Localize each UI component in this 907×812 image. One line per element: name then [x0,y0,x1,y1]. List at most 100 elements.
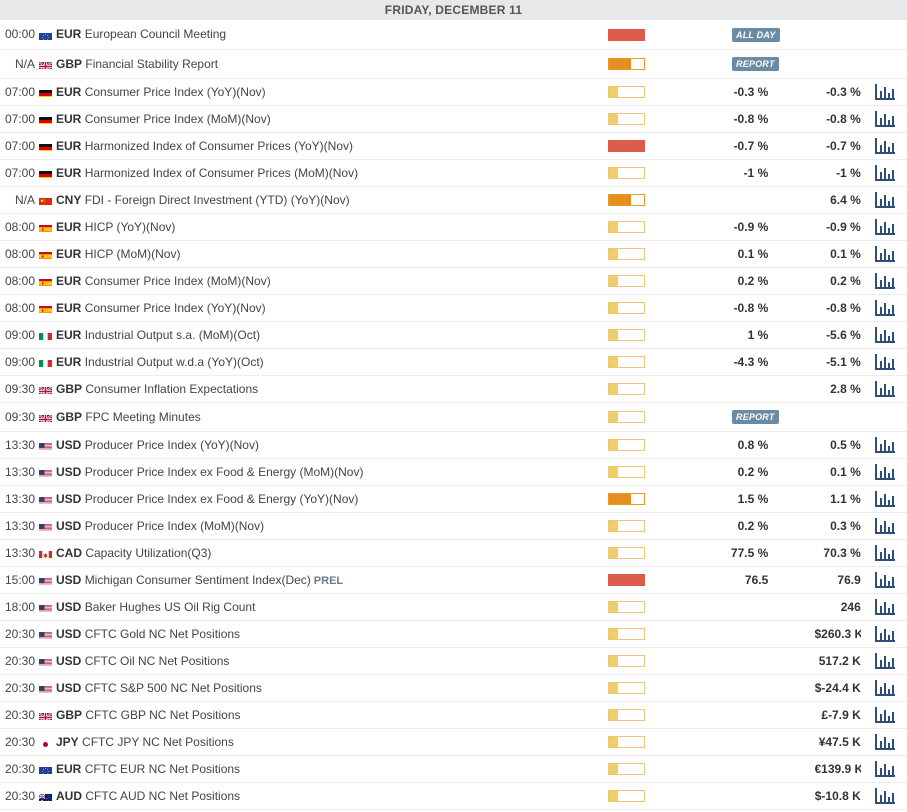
event-name-link[interactable]: HICP (MoM)(Nov) [84,246,181,261]
bar-chart-icon[interactable] [875,787,895,804]
bar-chart-icon[interactable] [875,110,895,127]
event-name-link[interactable]: FDI - Foreign Direct Investment (YTD) (Y… [84,192,350,207]
event-name-link[interactable]: CFTC Oil NC Net Positions [84,653,230,668]
event-name-link[interactable]: Industrial Output s.a. (MoM)(Oct) [84,327,261,342]
event-cell[interactable]: USD Producer Price Index ex Food & Energ… [37,485,607,512]
event-row[interactable]: 20:30 USD CFTC S&P 500 NC Net Positions $-… [0,674,907,701]
event-row[interactable]: 20:30 AUD CFTC AUD NC Net Positions $-10.8… [0,782,907,809]
bar-chart-icon[interactable] [875,517,895,534]
event-name-link[interactable]: Consumer Price Index (MoM)(Nov) [84,111,271,126]
event-cell[interactable]: AUD CFTC AUD NC Net Positions [37,782,607,809]
event-name-link[interactable]: Consumer Price Index (YoY)(Nov) [84,300,266,315]
event-cell[interactable]: EUR Harmonized Index of Consumer Prices … [37,132,607,159]
event-cell[interactable]: USD Michigan Consumer Sentiment Index(De… [37,566,607,593]
event-row[interactable]: 13:30 USD Producer Price Index ex Food & … [0,458,907,485]
event-cell[interactable]: EUR European Council Meeting [37,20,607,49]
event-row[interactable]: 18:00 USD Baker Hughes US Oil Rig Count 24… [0,593,907,620]
event-cell[interactable]: GBP Consumer Inflation Expectations [37,375,607,402]
event-row[interactable]: 13:30 CAD Capacity Utilization(Q3) 77.5 % 7… [0,539,907,566]
bar-chart-icon[interactable] [875,164,895,181]
event-name-link[interactable]: Producer Price Index (YoY)(Nov) [84,437,259,452]
bar-chart-icon[interactable] [875,137,895,154]
event-cell[interactable]: EUR Harmonized Index of Consumer Prices … [37,159,607,186]
event-row[interactable]: 20:30 JPY CFTC JPY NC Net Positions ¥47.5 … [0,728,907,755]
event-row[interactable]: 13:30 USD Producer Price Index (YoY)(Nov)… [0,431,907,458]
event-cell[interactable]: EUR Consumer Price Index (YoY)(Nov) [37,294,607,321]
event-name-link[interactable]: CFTC AUD NC Net Positions [85,788,241,803]
bar-chart-icon[interactable] [875,490,895,507]
event-name-link[interactable]: FPC Meeting Minutes [85,409,201,424]
bar-chart-icon[interactable] [875,326,895,343]
bar-chart-icon[interactable] [875,191,895,208]
event-row[interactable]: 07:00 EUR Harmonized Index of Consumer Pr… [0,132,907,159]
event-cell[interactable]: USD Producer Price Index (MoM)(Nov) [37,512,607,539]
bar-chart-icon[interactable] [875,83,895,100]
bar-chart-icon[interactable] [875,272,895,289]
event-row[interactable]: 09:00 EUR Industrial Output s.a. (MoM)(Oc… [0,321,907,348]
event-row[interactable]: 15:00 USD Michigan Consumer Sentiment Ind… [0,566,907,593]
event-name-link[interactable]: CFTC GBP NC Net Positions [85,707,241,722]
event-row[interactable]: 20:30 USD CFTC Gold NC Net Positions $260.… [0,620,907,647]
event-name-link[interactable]: Baker Hughes US Oil Rig Count [84,599,256,614]
bar-chart-icon[interactable] [875,652,895,669]
event-cell[interactable]: EUR Industrial Output w.d.a (YoY)(Oct) [37,348,607,375]
event-row[interactable]: 08:00 EUR Consumer Price Index (MoM)(Nov)… [0,267,907,294]
event-name-link[interactable]: Consumer Inflation Expectations [85,381,259,396]
bar-chart-icon[interactable] [875,571,895,588]
event-name-link[interactable]: Financial Stability Report [85,56,219,71]
bar-chart-icon[interactable] [875,436,895,453]
event-cell[interactable]: USD Producer Price Index (YoY)(Nov) [37,431,607,458]
event-cell[interactable]: EUR Consumer Price Index (MoM)(Nov) [37,105,607,132]
event-cell[interactable]: USD CFTC S&P 500 NC Net Positions [37,674,607,701]
event-name-link[interactable]: CFTC EUR NC Net Positions [84,761,241,776]
event-name-link[interactable]: Industrial Output w.d.a (YoY)(Oct) [84,354,264,369]
event-cell[interactable]: EUR Industrial Output s.a. (MoM)(Oct) [37,321,607,348]
event-name-link[interactable]: Producer Price Index (MoM)(Nov) [84,518,265,533]
bar-chart-icon[interactable] [875,598,895,615]
event-row[interactable]: 20:30 EUR CFTC EUR NC Net Positions €139.9… [0,755,907,782]
event-cell[interactable]: GBP CFTC GBP NC Net Positions [37,701,607,728]
event-name-link[interactable]: CFTC S&P 500 NC Net Positions [84,680,262,695]
event-row[interactable]: 08:00 EUR Consumer Price Index (YoY)(Nov)… [0,294,907,321]
event-cell[interactable]: EUR CFTC EUR NC Net Positions [37,755,607,782]
bar-chart-icon[interactable] [875,299,895,316]
bar-chart-icon[interactable] [875,760,895,777]
bar-chart-icon[interactable] [875,733,895,750]
event-row[interactable]: 13:30 USD Producer Price Index ex Food & … [0,485,907,512]
event-row[interactable]: 09:30 GBP FPC Meeting Minutes REPORT [0,402,907,431]
event-name-link[interactable]: European Council Meeting [84,27,227,42]
event-name-link[interactable]: Producer Price Index ex Food & Energy (Y… [84,491,359,506]
bar-chart-icon[interactable] [875,679,895,696]
bar-chart-icon[interactable] [875,625,895,642]
event-name-link[interactable]: Consumer Price Index (MoM)(Nov) [84,273,271,288]
bar-chart-icon[interactable] [875,353,895,370]
bar-chart-icon[interactable] [875,463,895,480]
event-name-link[interactable]: Consumer Price Index (YoY)(Nov) [84,84,266,99]
event-row[interactable]: 09:00 EUR Industrial Output w.d.a (YoY)(O… [0,348,907,375]
event-row[interactable]: 13:30 USD Producer Price Index (MoM)(Nov)… [0,512,907,539]
bar-chart-icon[interactable] [875,218,895,235]
event-row[interactable]: 20:30 USD CFTC Oil NC Net Positions 517.2 … [0,647,907,674]
event-cell[interactable]: USD Baker Hughes US Oil Rig Count [37,593,607,620]
event-row[interactable]: N/A CNY FDI - Foreign Direct Investment (… [0,186,907,213]
event-row[interactable]: 20:30 GBP CFTC GBP NC Net Positions £-7.9 … [0,701,907,728]
event-row[interactable]: 00:00 EUR European Council Meeting ALL DAY [0,20,907,49]
event-name-link[interactable]: Michigan Consumer Sentiment Index(Dec) [84,572,311,587]
event-row[interactable]: 08:00 EUR HICP (YoY)(Nov) -0.9 % -0.9 % [0,213,907,240]
event-row[interactable]: 07:00 EUR Consumer Price Index (YoY)(Nov)… [0,78,907,105]
event-cell[interactable]: CNY FDI - Foreign Direct Investment (YTD… [37,186,607,213]
event-row[interactable]: 08:00 EUR HICP (MoM)(Nov) 0.1 % 0.1 % [0,240,907,267]
event-cell[interactable]: EUR HICP (YoY)(Nov) [37,213,607,240]
event-name-link[interactable]: Producer Price Index ex Food & Energy (M… [84,464,364,479]
event-cell[interactable]: CAD Capacity Utilization(Q3) [37,539,607,566]
event-name-link[interactable]: HICP (YoY)(Nov) [84,219,176,234]
event-cell[interactable]: GBP Financial Stability Report [37,49,607,78]
event-cell[interactable]: EUR Consumer Price Index (MoM)(Nov) [37,267,607,294]
event-row[interactable]: 07:00 EUR Harmonized Index of Consumer Pr… [0,159,907,186]
bar-chart-icon[interactable] [875,245,895,262]
event-cell[interactable]: USD CFTC Oil NC Net Positions [37,647,607,674]
event-name-link[interactable]: Harmonized Index of Consumer Prices (MoM… [84,165,359,180]
event-name-link[interactable]: Harmonized Index of Consumer Prices (YoY… [84,138,354,153]
event-cell[interactable]: EUR HICP (MoM)(Nov) [37,240,607,267]
event-cell[interactable]: JPY CFTC JPY NC Net Positions [37,728,607,755]
